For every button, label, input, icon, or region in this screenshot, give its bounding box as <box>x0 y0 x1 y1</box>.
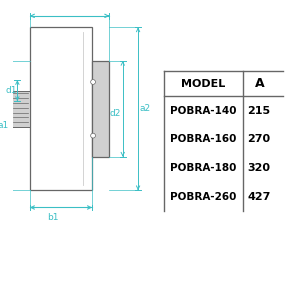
Text: MODEL: MODEL <box>181 79 225 89</box>
Text: 427: 427 <box>247 192 271 202</box>
Text: 270: 270 <box>247 134 270 145</box>
Text: POBRA-180: POBRA-180 <box>170 163 236 173</box>
Bar <box>30 27 92 190</box>
Text: a2: a2 <box>139 104 150 113</box>
Text: 215: 215 <box>247 106 270 116</box>
Text: b1: b1 <box>47 213 59 222</box>
Text: 320: 320 <box>247 163 270 173</box>
Text: POBRA-260: POBRA-260 <box>170 192 236 202</box>
Text: POBRA-140: POBRA-140 <box>170 106 236 116</box>
Circle shape <box>91 133 95 138</box>
Circle shape <box>91 80 95 84</box>
Text: d1: d1 <box>6 86 17 95</box>
Bar <box>11 91 30 127</box>
Text: POBRA-160: POBRA-160 <box>170 134 236 145</box>
Text: d2: d2 <box>110 109 121 118</box>
Bar <box>92 61 109 157</box>
Text: a1: a1 <box>0 121 9 130</box>
Text: A: A <box>255 77 265 90</box>
